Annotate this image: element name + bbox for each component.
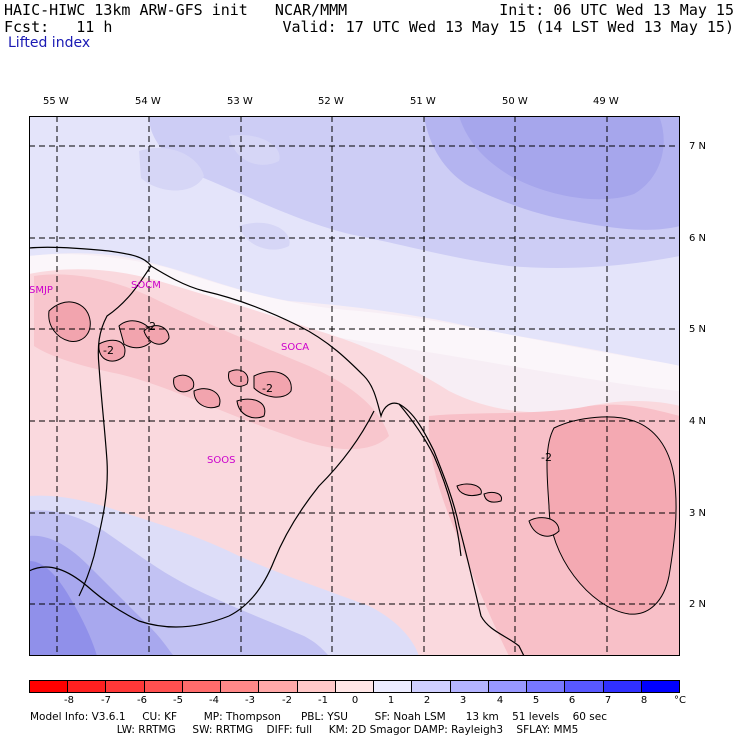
li-contour-east-patch-1 — [528, 517, 560, 537]
colorbar-tick-1: 1 — [387, 695, 395, 706]
station-label-soca: SOCA — [281, 342, 309, 353]
lat-label-2n: 2 N — [689, 599, 707, 610]
border-east — [398, 403, 462, 557]
colorbar-segment — [487, 681, 527, 692]
colorbar-tick-7: 7 — [604, 695, 612, 706]
lon-label-53w: 53 W — [227, 96, 253, 107]
lon-label-54w: 54 W — [135, 96, 161, 107]
contour-label-4: -2 — [541, 451, 552, 464]
lifted-index-map: -2 -2 -2 -2 SMJP SOCM SOCA SOOS — [29, 116, 680, 656]
station-label-socm: SOCM — [131, 280, 161, 291]
map-frame — [29, 116, 680, 656]
li-contour-west-patch — [48, 301, 91, 342]
border-french-guiana — [228, 410, 375, 617]
colorbar-tick-0: 0 — [351, 695, 359, 706]
colorbar-unit: °C — [674, 695, 686, 706]
station-label-smjp: SMJP — [29, 285, 53, 296]
border-suriname-west — [78, 265, 152, 597]
colorbar-segment — [602, 681, 641, 692]
colorbar-tick-minus1: -1 — [318, 695, 328, 706]
border-south — [29, 566, 230, 628]
li-contour-coastal-patch-6 — [193, 388, 221, 409]
li-contour-coastal-patch-4 — [173, 374, 195, 393]
lon-label-51w: 51 W — [410, 96, 436, 107]
colorbar-tick-8: 8 — [640, 695, 648, 706]
colorbar-segment — [373, 681, 412, 692]
colorbar-tick-minus8: -8 — [64, 695, 74, 706]
lat-label-6n: 6 N — [689, 233, 707, 244]
colorbar-segment — [143, 681, 182, 692]
coastline — [29, 246, 525, 656]
footer-model-info-line1: Model Info: V3.6.1 CU: KF MP: Thompson P… — [30, 711, 607, 723]
colorbar-segment — [640, 681, 679, 692]
li-field-northeast-deep-blue — [459, 116, 664, 200]
colorbar-segment — [67, 681, 106, 692]
colorbar-tick-3: 3 — [459, 695, 467, 706]
li-field-southwest-deepest-blue — [29, 561, 97, 656]
colorbar-segment — [449, 681, 488, 692]
colorbar-segment — [220, 681, 259, 692]
li-contour-coastal-patch-8 — [236, 398, 266, 419]
lon-label-50w: 50 W — [502, 96, 528, 107]
colorbar-tick-minus6: -6 — [137, 695, 147, 706]
colorbar-tick-4: 4 — [496, 695, 504, 706]
colorbar-segment — [30, 681, 68, 692]
li-field-north-blue-patches — [139, 135, 290, 250]
colorbar-tick-minus4: -4 — [209, 695, 219, 706]
colorbar-tick-minus5: -5 — [173, 695, 183, 706]
field-name: Lifted index — [8, 35, 91, 51]
graticule — [29, 116, 680, 656]
colorbar-segment — [296, 681, 335, 692]
li-field-transition-band — [29, 254, 680, 391]
li-contour-east-large — [546, 416, 677, 615]
colorbar — [29, 680, 680, 693]
lon-label-55w: 55 W — [43, 96, 69, 107]
colorbar-segment — [526, 681, 565, 692]
header-model-title: HAIC-HIWC 13km ARW-GFS init NCAR/MMM — [4, 1, 348, 19]
li-contour-east-patch-3 — [483, 491, 503, 503]
coastline-and-borders — [29, 246, 525, 656]
header-init-time: Init: 06 UTC Wed 13 May 15 — [499, 1, 734, 19]
colorbar-segment — [411, 681, 450, 692]
colorbar-tick-2: 2 — [423, 695, 431, 706]
li-contour-coastal-patch-1 — [98, 339, 126, 362]
li-contour-east-patch-2 — [456, 483, 482, 497]
lat-label-7n: 7 N — [689, 141, 707, 152]
colorbar-segment — [334, 681, 374, 692]
contour-label-2: -2 — [103, 344, 114, 357]
colorbar-tick-6: 6 — [568, 695, 576, 706]
lon-label-49w: 49 W — [593, 96, 619, 107]
lat-label-4n: 4 N — [689, 416, 707, 427]
lat-label-3n: 3 N — [689, 508, 707, 519]
colorbar-segment — [564, 681, 603, 692]
li-contour-coastal-patch-3 — [143, 325, 170, 345]
footer-model-info-line2: LW: RRTMG SW: RRTMG DIFF: full KM: 2D Sm… — [30, 724, 579, 736]
li-field-coastal-pink — [34, 274, 389, 450]
station-label-soos: SOOS — [207, 455, 235, 466]
colorbar-tick-minus3: -3 — [245, 695, 255, 706]
colorbar-tick-minus7: -7 — [101, 695, 111, 706]
contour-label-3: -2 — [262, 382, 273, 395]
header-forecast-hour: Fcst: 11 h — [4, 18, 113, 36]
contour-label-1: -2 — [145, 320, 156, 333]
colorbar-segment — [181, 681, 221, 692]
header-valid-time: Valid: 17 UTC Wed 13 May 15 (14 LST Wed … — [282, 18, 734, 36]
li-contour-coastal-patch-5 — [228, 369, 249, 387]
colorbar-tick-5: 5 — [532, 695, 540, 706]
colorbar-segment — [258, 681, 297, 692]
lon-label-52w: 52 W — [318, 96, 344, 107]
li-contour-coastal-patch-7 — [253, 371, 292, 398]
lat-label-5n: 5 N — [689, 324, 707, 335]
colorbar-segment — [105, 681, 144, 692]
colorbar-tick-minus2: -2 — [282, 695, 292, 706]
